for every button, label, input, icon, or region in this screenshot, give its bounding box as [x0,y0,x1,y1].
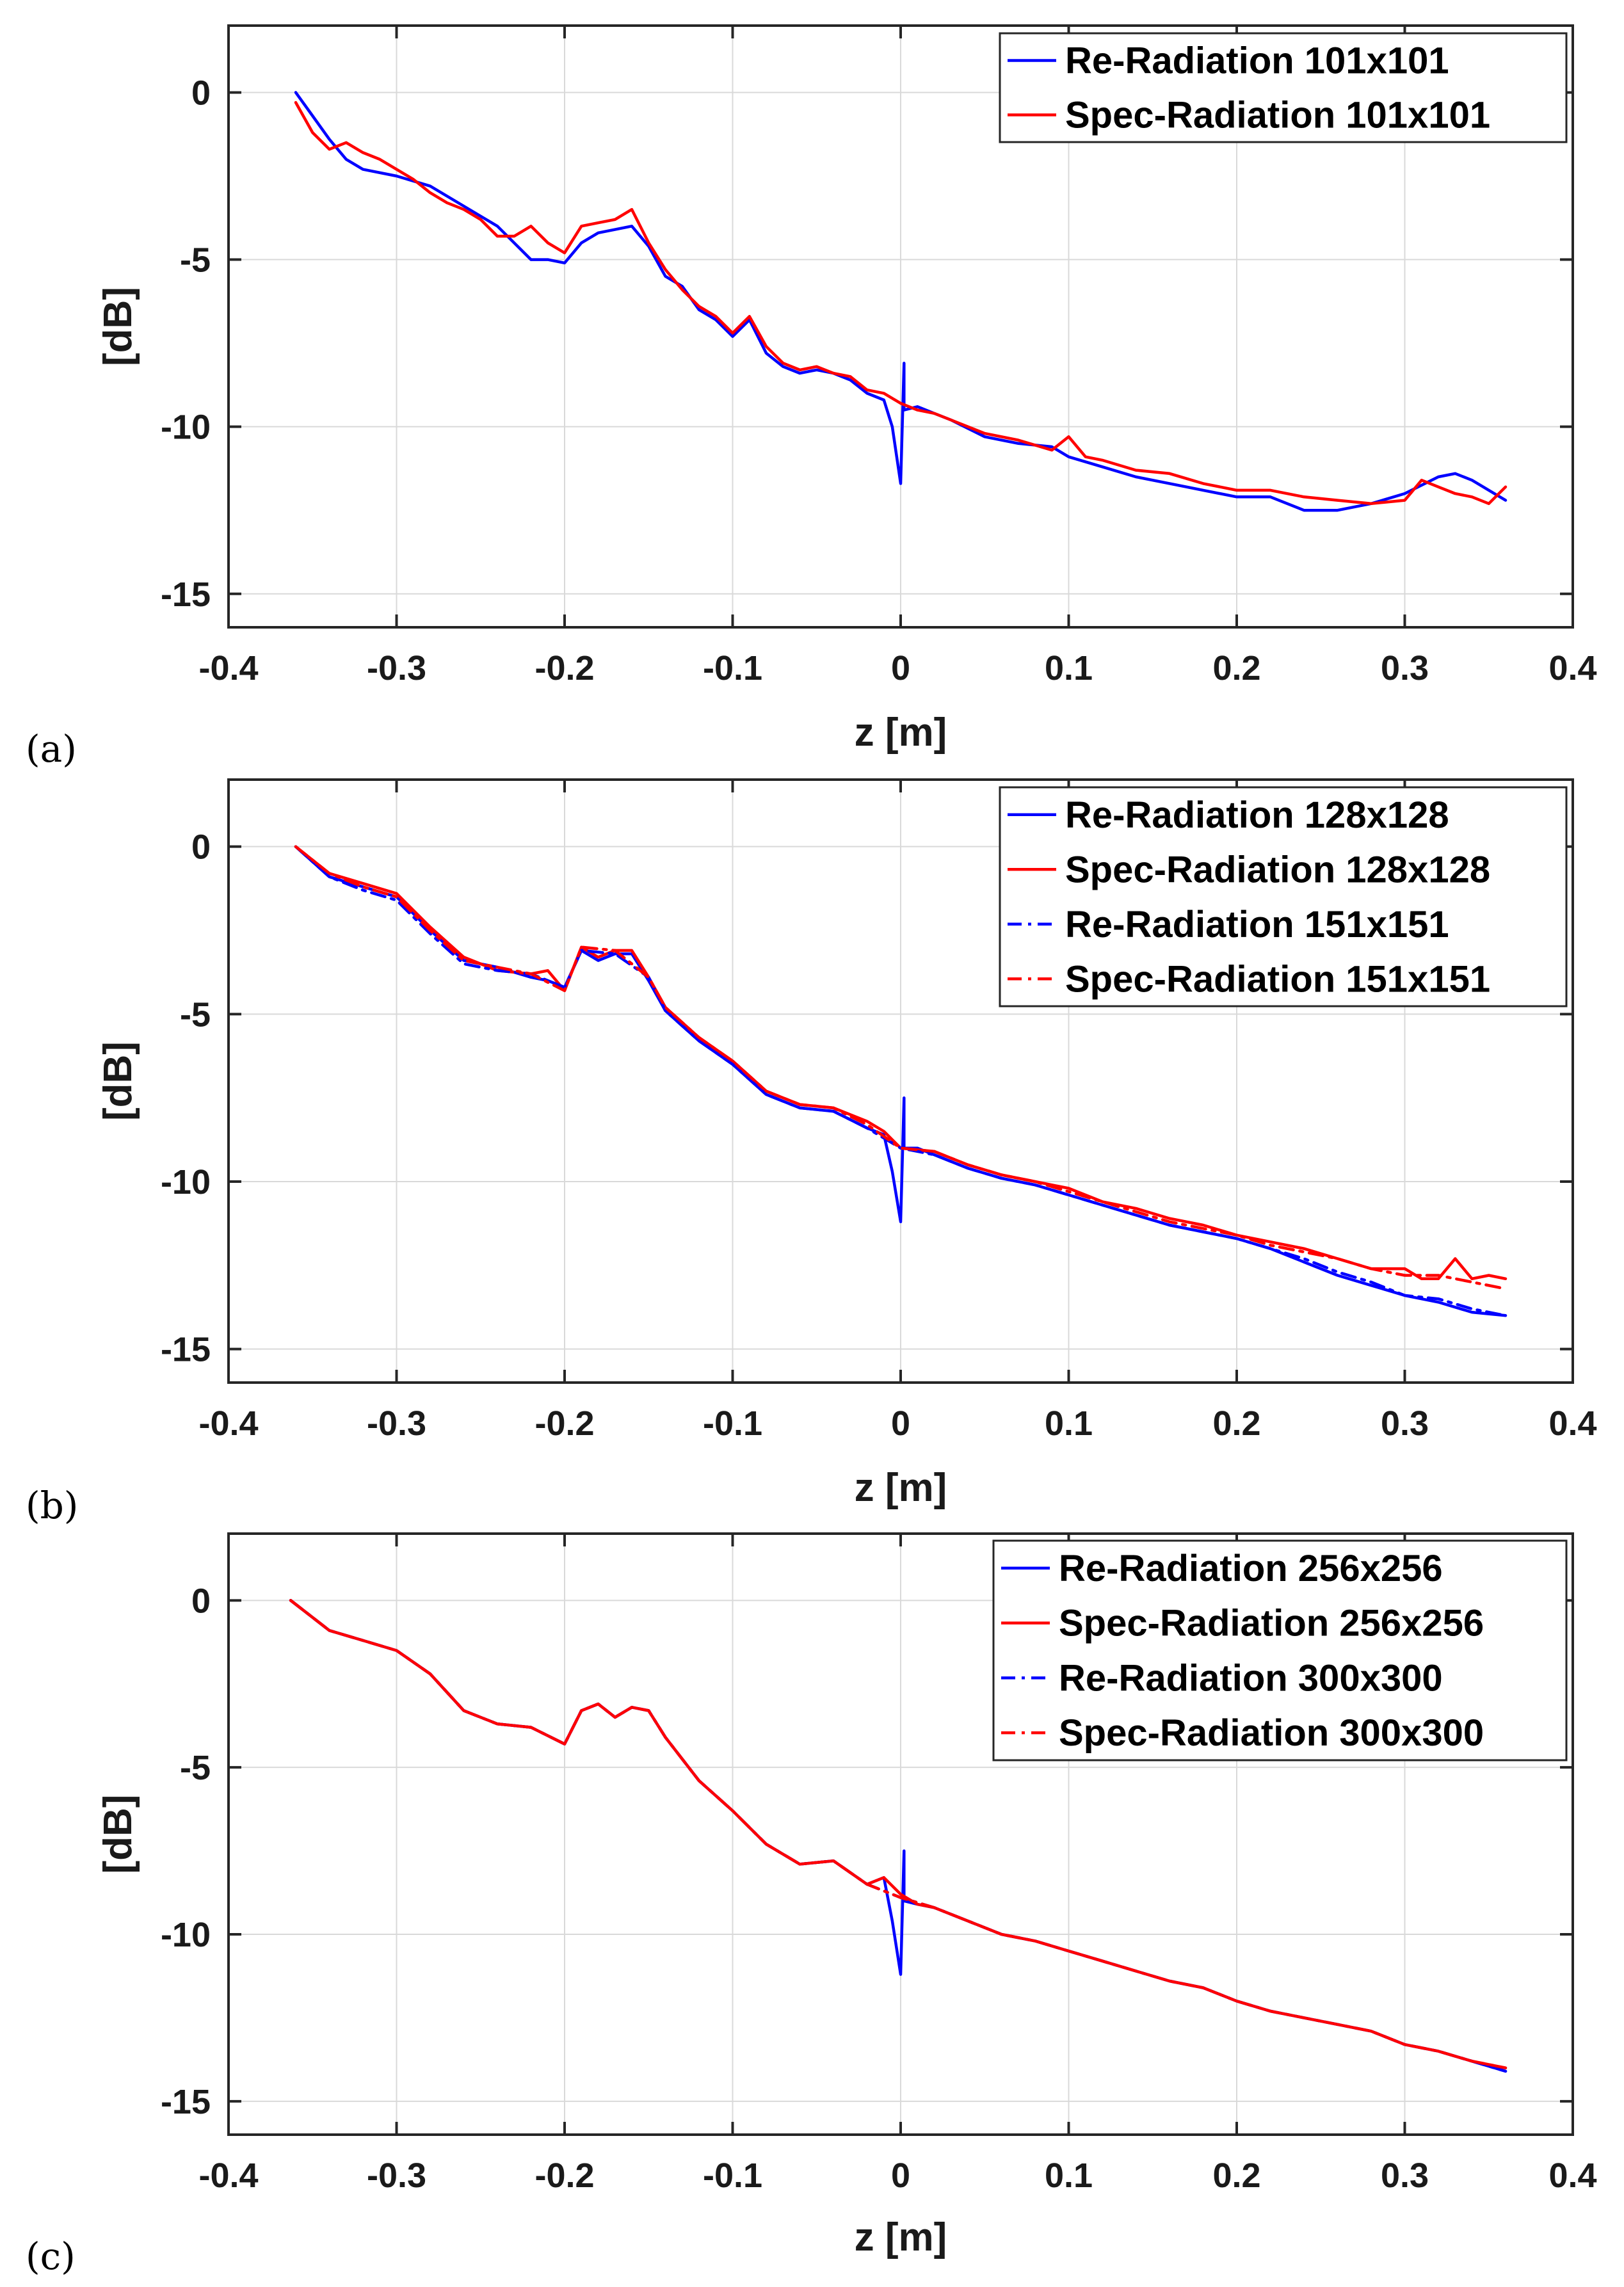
legend: Re-Radiation 101x101 Spec-Radiation 101x1… [999,32,1568,143]
legend-entry: Re-Radiation 256x256 [1059,1548,1443,1589]
y-tick-label: -5 [180,995,211,1034]
legend-entry: Re-Radiation 128x128 [1065,794,1449,836]
x-tick-label: -0.1 [703,1404,762,1443]
x-tick-label: 0.1 [1045,1404,1093,1443]
legend-entry: Spec-Radiation 151x151 [1065,958,1490,1000]
series-line-0 [294,91,1507,512]
legend-box [992,1539,1568,1761]
x-tick-label: -0.2 [535,649,594,687]
x-tick-label: -0.2 [535,2156,594,2195]
legend-entry: Spec-Radiation 128x128 [1065,849,1490,890]
legend-box [999,32,1568,143]
x-tick-label: 0.4 [1548,2156,1596,2195]
x-tick-label: 0.4 [1548,1404,1596,1443]
y-tick-label: 0 [191,74,211,112]
x-tick-label: 0 [891,1404,910,1443]
legend-entry: Re-Radiation 151x151 [1065,904,1449,945]
x-tick-label: -0.3 [367,649,426,687]
y-tick-label: -15 [161,2083,211,2121]
y-tick-label: -15 [161,575,211,614]
y-tick-label: -10 [161,1163,211,1201]
x-tick-label: 0.2 [1212,1404,1260,1443]
x-tick-label: -0.3 [367,2156,426,2195]
x-axis-label: z [m] [855,2215,947,2259]
panel-letter: (c) [26,2235,76,2278]
x-tick-label: -0.4 [198,2156,258,2195]
series-line-1 [294,100,1507,506]
chart-panel-0: -0.4 -0.3 -0.2 -0.1 0 0.1 0.2 0.3 0.4 0 -5 -10 -15 z … [26,24,1597,771]
legend-entry: Spec-Radiation 256x256 [1059,1603,1484,1644]
chart-panel-2: -0.4 -0.3 -0.2 -0.1 0 0.1 0.2 0.3 0.4 0 -5 -10 -15 z … [26,1532,1597,2278]
legend-box [999,786,1568,1007]
y-axis-label: [dB] [96,287,140,366]
y-tick-label: -10 [161,408,211,447]
x-tick-label: -0.1 [703,649,762,687]
x-tick-label: 0.1 [1045,649,1093,687]
x-axis-label: z [m] [855,1466,947,1510]
x-tick-label: 0 [891,2156,910,2195]
y-tick-label: -10 [161,1916,211,1954]
x-tick-label: 0.3 [1381,2156,1429,2195]
legend-entry: Spec-Radiation 101x101 [1065,95,1490,136]
legend: Re-Radiation 128x128 Spec-Radiation 128x1… [999,786,1568,1007]
legend-entry: Re-Radiation 300x300 [1059,1657,1443,1699]
x-tick-label: -0.3 [367,1404,426,1443]
x-tick-label: -0.1 [703,2156,762,2195]
x-tick-label: -0.2 [535,1404,594,1443]
y-tick-label: -5 [180,1749,211,1787]
x-tick-label: 0.3 [1381,649,1429,687]
x-tick-label: 0.3 [1381,1404,1429,1443]
legend-entry: Re-Radiation 101x101 [1065,40,1449,82]
y-tick-label: 0 [191,1582,211,1620]
x-tick-label: -0.4 [198,649,258,687]
chart-panel-1: -0.4 -0.3 -0.2 -0.1 0 0.1 0.2 0.3 0.4 0 -5 -10 -15 z … [26,778,1597,1527]
y-tick-label: -5 [180,241,211,280]
y-axis-label: [dB] [96,1795,140,1874]
x-tick-label: -0.4 [198,1404,258,1443]
y-tick-label: -15 [161,1331,211,1369]
series-line-3 [289,1599,1507,2069]
y-axis-label: [dB] [96,1041,140,1121]
panel-letter: (b) [26,1484,78,1527]
x-tick-label: 0 [891,649,910,687]
x-axis-label: z [m] [855,710,947,755]
series-line-3 [294,845,1507,1290]
x-tick-label: 0.4 [1548,649,1596,687]
y-tick-label: 0 [191,828,211,867]
x-tick-label: 0.2 [1212,2156,1260,2195]
panel-letter: (a) [26,727,77,771]
legend: Re-Radiation 256x256 Spec-Radiation 256x2… [992,1539,1568,1761]
legend-entry: Spec-Radiation 300x300 [1059,1712,1484,1754]
x-tick-label: 0.2 [1212,649,1260,687]
x-tick-label: 0.1 [1045,2156,1093,2195]
